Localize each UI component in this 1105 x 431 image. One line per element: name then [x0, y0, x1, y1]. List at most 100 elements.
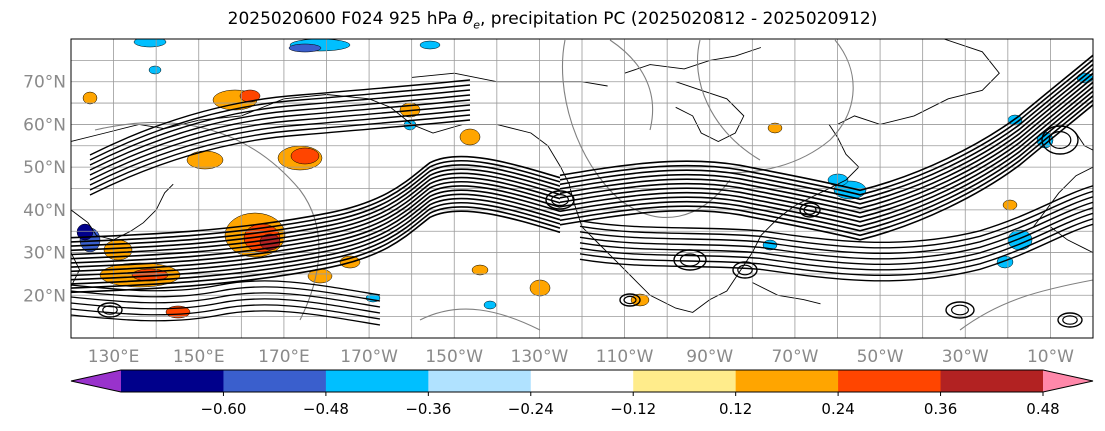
lon-tick-label: 170°E: [258, 347, 310, 367]
precip-blob: [529, 279, 551, 297]
theta-e-contour: [71, 292, 381, 308]
theta-e-contour: [71, 185, 561, 268]
coastline: [837, 39, 1000, 125]
theta-e-contour: [89, 104, 471, 181]
colorbar-segment: [121, 370, 225, 392]
theta-e-contour: [559, 95, 1093, 232]
colorbar-tick-label: −0.12: [610, 400, 656, 418]
precip-blob: [419, 40, 441, 50]
theta-e-closed-contour: [950, 304, 969, 316]
theta-e-closed-contour: [550, 194, 569, 207]
colorbar-extend-low: [71, 370, 121, 392]
theta-e-contour: [579, 196, 1093, 255]
colorbar-extend-high: [1043, 370, 1093, 392]
theta-e-contour: [559, 77, 1093, 214]
aux-contour: [609, 39, 654, 131]
theta-e-contour: [89, 109, 471, 186]
theta-e-contour: [89, 99, 471, 176]
lon-tick-label: 10°W: [1027, 347, 1074, 367]
theta-e-closed-contour: [619, 293, 641, 307]
lat-tick-label: 70°N: [23, 73, 66, 93]
aux-contour: [719, 39, 854, 174]
theta-e-closed-contour: [102, 305, 118, 315]
lat-tick-label: 60°N: [23, 115, 66, 135]
lat-tick-label: 50°N: [23, 158, 66, 178]
precip-blob: [76, 223, 94, 241]
colorbar-outline: [70, 369, 1094, 393]
lon-tick-label: 130°E: [88, 347, 140, 367]
theta-e-contour: [89, 114, 471, 191]
theta-e-closed-contour: [673, 249, 707, 271]
theta-e-contour: [559, 90, 1093, 228]
coastline: [1033, 166, 1093, 228]
theta-e-contour: [579, 185, 1093, 244]
aux-contour: [959, 279, 1093, 331]
coastline: [752, 282, 821, 305]
chart-title: 2025020600 F024 925 hPa θe, precipitatio…: [227, 9, 878, 32]
lon-tick-label: 70°W: [771, 347, 818, 367]
theta-e-contour: [71, 197, 561, 281]
map-frame: [70, 38, 1094, 339]
precip-blob: [471, 264, 489, 276]
theta-e-contour: [89, 89, 471, 166]
colorbar: −0.60 −0.48 −0.36 −0.24 −0.12 0.12 0.24 0.36 0.4…: [70, 369, 1094, 418]
theta-e-closed-contour: [1048, 131, 1072, 150]
colorbar-tick-label: −0.60: [200, 400, 246, 418]
lon-tick-label: 90°W: [686, 347, 733, 367]
theta-e-contour: [579, 218, 1093, 277]
theta-e-contour: [71, 298, 381, 314]
theta-e-contour: [559, 86, 1093, 223]
precip-blob: [82, 91, 98, 105]
theta-e-closed-contour: [545, 190, 575, 210]
theta-e-contour: [559, 54, 1093, 192]
precip-blob: [288, 43, 322, 53]
theta-e-closed-contour: [623, 295, 637, 305]
theta-e-contour: [579, 201, 1093, 260]
colorbar-segment: [428, 370, 532, 392]
colorbar-segment: [530, 370, 634, 392]
theta-e-closed-contour: [1062, 315, 1078, 325]
colorbar-tick-label: 0.48: [1026, 400, 1059, 418]
theta-e-contours: [71, 54, 1093, 328]
theta-e-contour: [559, 63, 1093, 201]
theta-e-closed-contour: [732, 261, 758, 279]
colorbar-tick-label: −0.24: [508, 400, 554, 418]
colorbar-segment: [838, 370, 942, 392]
theta-e-contour: [559, 72, 1093, 210]
colorbar-segment: [633, 370, 737, 392]
colorbar-tick-label: 0.24: [821, 400, 854, 418]
theta-e-contour: [89, 79, 471, 156]
theta-e-contour: [71, 189, 561, 273]
theta-e-contour: [579, 223, 1093, 282]
lon-tick-label: 30°W: [942, 347, 989, 367]
lon-tick-label: 170°W: [340, 347, 398, 367]
theta-e-contour: [559, 68, 1093, 205]
theta-e-contour: [71, 210, 561, 294]
theta-e-contour: [559, 104, 1093, 241]
lon-tick-label: 150°W: [425, 347, 483, 367]
colorbar-segment: [223, 370, 327, 392]
colorbar-segment: [325, 370, 429, 392]
theta-e-closed-contour: [799, 202, 821, 218]
aux-contour: [94, 121, 320, 321]
theta-e-contour: [559, 59, 1093, 196]
precip-blob: [186, 150, 224, 170]
theta-e-closed-contour: [803, 205, 817, 215]
lon-tick-label: 130°W: [511, 347, 569, 367]
coastline: [1050, 226, 1093, 254]
theta-e-contour: [71, 180, 561, 264]
theta-e-contour: [71, 168, 561, 252]
theta-e-contour: [71, 193, 561, 277]
theta-e-contour: [71, 172, 561, 256]
theta-e-contour: [89, 94, 471, 171]
precip-blob: [1002, 199, 1018, 211]
aux-contour: [561, 39, 731, 218]
precip-blob: [459, 128, 481, 146]
precip-blob: [483, 300, 497, 310]
precip-blob: [239, 89, 261, 103]
lat-tick-label: 30°N: [23, 244, 66, 264]
colorbar-segment: [940, 370, 1044, 392]
longitude-labels: 130°E 150°E 170°E 170°W 150°W 130°W 110°W 90°W 7…: [88, 347, 1074, 367]
aux-contour: [696, 39, 761, 161]
theta-e-contour: [559, 81, 1093, 219]
